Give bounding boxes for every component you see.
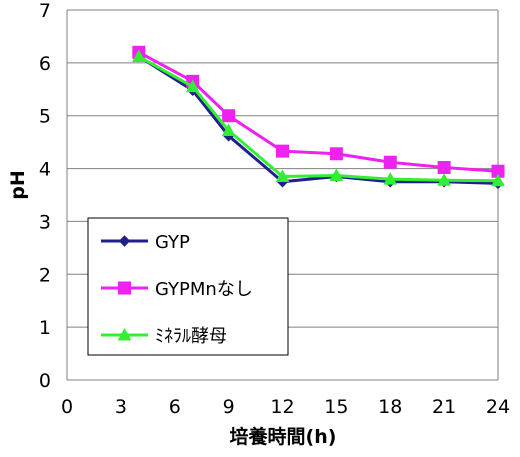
data-point-2-1 [185, 79, 200, 93]
series-line-2 [138, 55, 499, 183]
y-tick-label-5: 5 [39, 106, 51, 128]
legend-marker-0 [118, 235, 131, 247]
data-point-2-7 [491, 173, 505, 187]
y-tick-label-6: 6 [39, 53, 51, 75]
legend-label-1: GYPMnなし [155, 279, 253, 300]
series-group [131, 45, 505, 190]
y-tick-label-7: 7 [39, 0, 51, 22]
data-point-1-3 [276, 144, 289, 158]
x-tick-label-21: 21 [432, 396, 456, 418]
data-point-1-5 [383, 155, 397, 169]
y-tick-label-4: 4 [39, 159, 51, 181]
data-point-2-5 [383, 172, 398, 185]
x-tick-label-12: 12 [270, 396, 294, 418]
x-tick-label-18: 18 [378, 396, 402, 418]
x-axis-label: 培養時間(h) [230, 425, 337, 448]
y-tick-label-0: 0 [39, 370, 51, 392]
legend-label-2: ﾐﾈﾗﾙ酵母 [155, 326, 227, 347]
legend-marker-2 [117, 327, 132, 341]
series-line-0 [138, 55, 499, 185]
data-point-2-6 [437, 173, 451, 186]
data-point-2-0 [131, 49, 146, 63]
series-2 [131, 49, 505, 187]
x-tick-label-6: 6 [169, 396, 181, 418]
x-tick-label-24: 24 [486, 396, 510, 418]
x-tick-labels: 0 3 6 9 12 15 18 21 24 [61, 396, 510, 418]
x-tick-label-9: 9 [223, 396, 235, 418]
data-point-1-4 [329, 147, 343, 161]
y-tick-labels: 0 1 2 3 4 5 6 7 [39, 0, 51, 392]
y-tick-label-1: 1 [39, 317, 51, 339]
legend: GYP GYPMnなし ﾐﾈﾗﾙ酵母 [87, 217, 289, 356]
x-tick-label-0: 0 [61, 396, 73, 418]
legend-label-0: GYP [155, 232, 190, 253]
y-tick-label-2: 2 [39, 264, 51, 286]
y-tick-label-3: 3 [39, 211, 51, 233]
x-tick-label-15: 15 [324, 396, 348, 418]
legend-marker-1 [118, 281, 131, 295]
data-point-2-3 [275, 169, 290, 182]
data-point-1-2 [222, 109, 236, 123]
data-point-1-6 [437, 161, 451, 175]
data-point-2-2 [221, 123, 236, 137]
axes [66, 10, 499, 381]
x-tick-label-3: 3 [115, 396, 127, 418]
y-axis-label: pH [7, 170, 29, 200]
data-point-2-4 [329, 168, 344, 181]
